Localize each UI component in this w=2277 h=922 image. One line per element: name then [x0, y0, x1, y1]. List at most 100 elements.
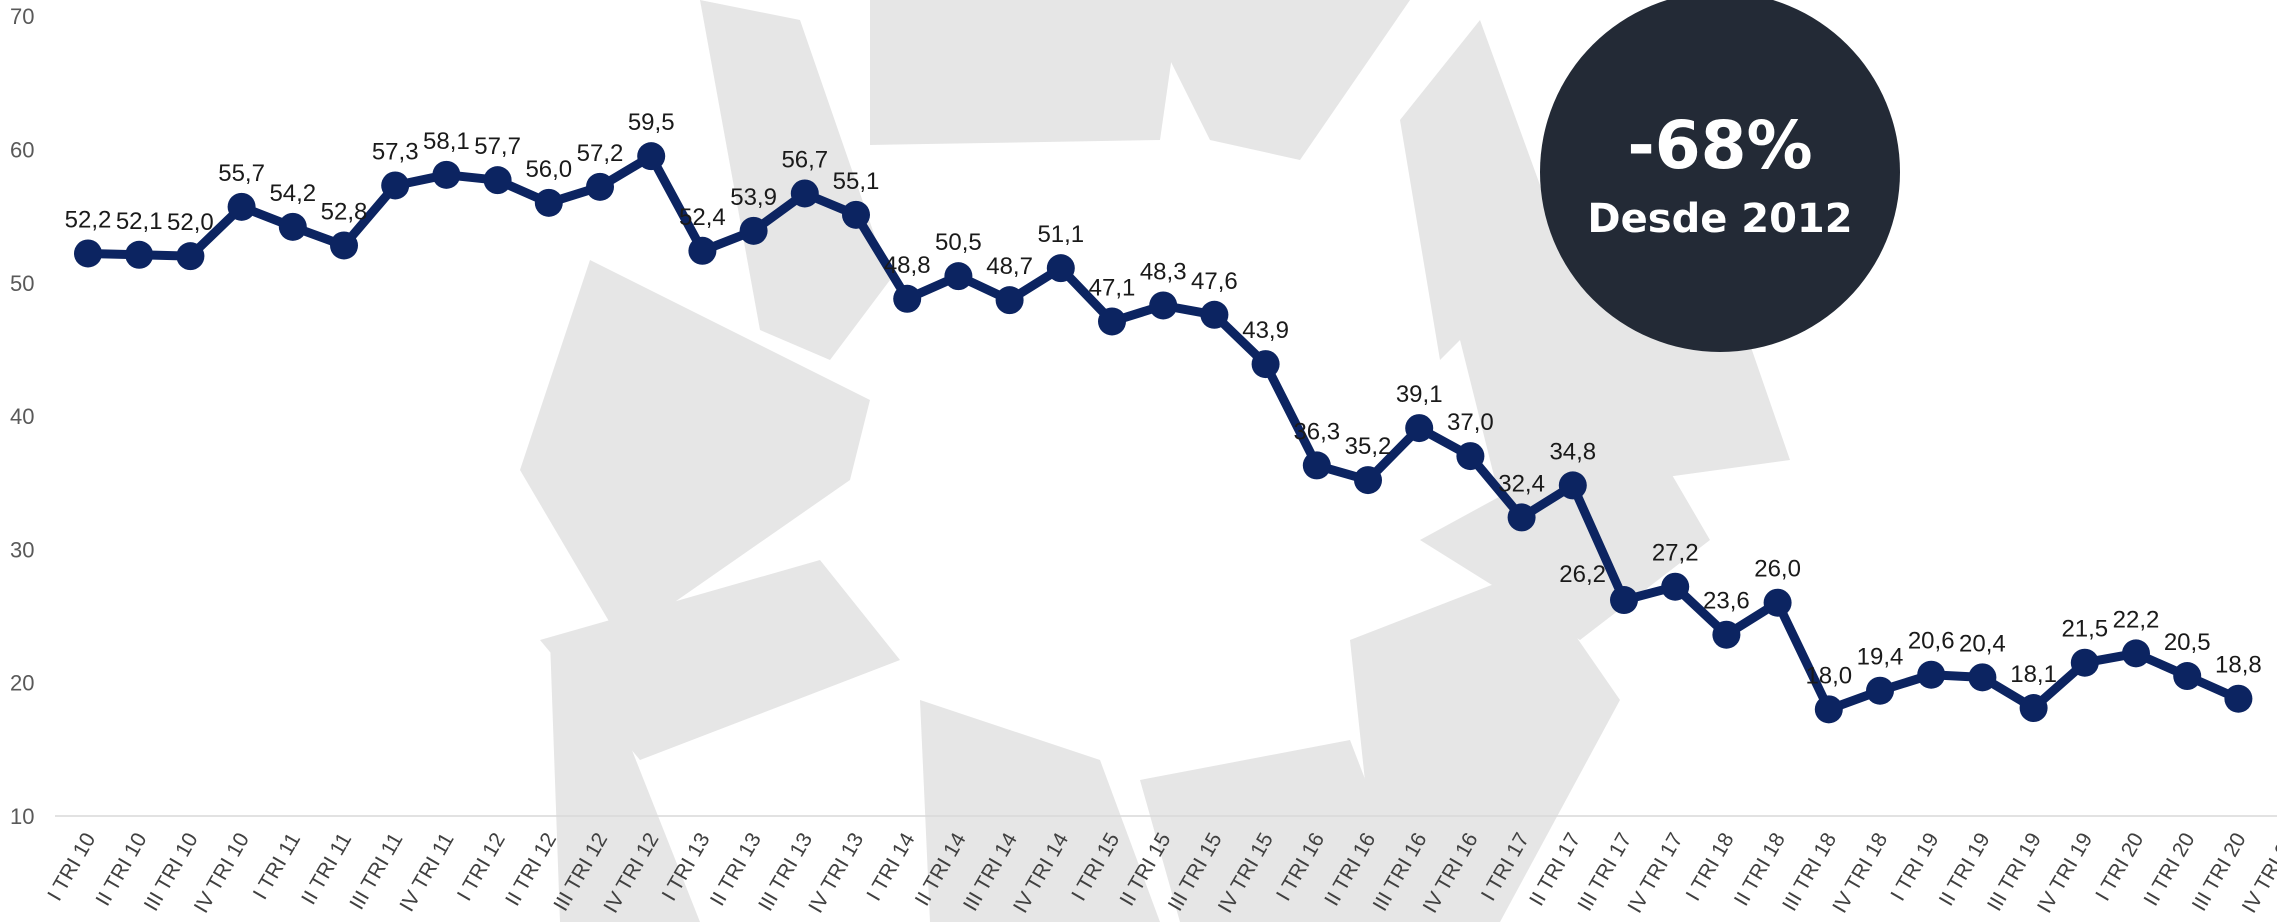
data-label: 19,4: [1857, 644, 1904, 671]
change-badge: -68% Desde 2012: [1540, 0, 1900, 352]
data-label: 26,0: [1754, 556, 1801, 583]
data-point: [432, 160, 461, 189]
data-point: [1098, 307, 1126, 336]
data-point: [893, 284, 922, 313]
data-point: [1302, 451, 1331, 480]
data-label: 58,1: [423, 128, 470, 155]
data-point: [176, 242, 205, 271]
data-point: [1354, 466, 1382, 495]
data-point: [1661, 572, 1690, 601]
data-point: [1149, 291, 1178, 320]
data-label: 39,1: [1396, 381, 1443, 408]
x-tick-label: I TRI 10: [43, 829, 100, 905]
series-line: [83, 151, 2243, 714]
data-label: 21,5: [2061, 616, 2108, 643]
data-label: 20,4: [1959, 630, 2006, 657]
badge-caption: Desde 2012: [1587, 196, 1852, 242]
data-label: 57,3: [372, 138, 419, 165]
data-label: 52,0: [167, 209, 214, 236]
y-tick-label: 60: [10, 138, 34, 163]
y-axis: 10 20 30 40 50 60 70: [10, 4, 2277, 829]
data-label: 35,2: [1345, 433, 1392, 460]
data-label: 48,8: [884, 252, 931, 279]
data-point: [1558, 471, 1587, 500]
data-point: [330, 231, 358, 260]
data-label: 20,5: [2164, 629, 2211, 656]
data-label: 34,8: [1549, 438, 1596, 465]
badge-circle: [1540, 0, 1900, 352]
data-point: [790, 179, 819, 208]
data-point: [534, 188, 563, 217]
x-tick-label: I TRI 14: [862, 829, 919, 905]
data-point: [227, 192, 256, 221]
data-label: 23,6: [1703, 588, 1750, 615]
data-label: 57,7: [474, 133, 521, 160]
data-label: 27,2: [1652, 540, 1699, 567]
data-point: [842, 200, 870, 229]
x-tick-label: I TRI 18: [1682, 829, 1739, 905]
data-point: [1866, 676, 1894, 705]
data-point: [2122, 639, 2150, 668]
data-label: 59,5: [628, 109, 675, 136]
data-label: 48,7: [986, 253, 1033, 280]
y-tick-label: 30: [10, 537, 34, 562]
data-label: 57,2: [577, 140, 624, 167]
data-label: 52,1: [116, 208, 163, 235]
data-point: [278, 212, 307, 241]
data-point: [688, 236, 717, 265]
data-label: 55,7: [218, 160, 265, 187]
data-point: [944, 262, 973, 291]
data-point: [739, 216, 768, 245]
y-tick-label: 10: [10, 804, 34, 829]
series-group: [74, 142, 2253, 724]
data-label: 52,4: [679, 204, 726, 231]
data-label: 26,2: [1559, 561, 1606, 588]
data-point: [1251, 350, 1280, 379]
data-label: 51,1: [1037, 221, 1084, 248]
data-label: 37,0: [1447, 409, 1494, 436]
data-point: [1405, 414, 1434, 443]
data-label: 54,2: [269, 180, 316, 207]
data-point: [1200, 300, 1229, 329]
data-point: [995, 286, 1024, 315]
data-point: [1456, 442, 1485, 471]
data-point: [1814, 695, 1843, 724]
y-tick-label: 70: [10, 4, 34, 29]
data-point: [2019, 694, 2048, 723]
data-label: 36,3: [1293, 418, 1340, 445]
data-point: [2224, 684, 2253, 713]
data-point: [1917, 660, 1946, 689]
data-label: 18,1: [2010, 661, 2057, 688]
data-label: 53,9: [730, 184, 777, 211]
x-tick-label: I TRI 11: [249, 829, 305, 904]
data-point: [1046, 254, 1075, 283]
data-point: [1507, 503, 1536, 532]
data-point: [74, 239, 102, 268]
data-point: [483, 166, 512, 195]
data-label: 56,7: [781, 146, 828, 173]
data-label: 48,3: [1140, 258, 1187, 285]
data-point: [2173, 662, 2202, 691]
data-label: 56,0: [525, 156, 572, 183]
data-point: [125, 240, 154, 269]
data-point: [381, 171, 410, 200]
x-tick-label: I TRI 19: [1886, 829, 1943, 905]
data-point: [1763, 588, 1792, 617]
data-point: [2070, 648, 2099, 677]
badge-value: -68%: [1627, 107, 1812, 184]
data-label: 47,1: [1089, 274, 1136, 301]
data-label: 55,1: [833, 168, 880, 195]
data-labels: 52,2 52,1 52,055,754,252,8 57,3 58,1 57,756,0…: [65, 109, 2262, 689]
data-label: 43,9: [1242, 317, 1289, 344]
y-tick-label: 20: [10, 671, 34, 696]
x-tick-label: I TRI 12: [453, 829, 510, 905]
data-label: 50,5: [935, 229, 982, 256]
data-label: 22,2: [2113, 606, 2160, 633]
data-label: 20,6: [1908, 628, 1955, 655]
x-tick-label: I TRI 20: [2091, 829, 2148, 905]
data-label: 32,4: [1498, 470, 1545, 497]
data-point: [1610, 586, 1638, 615]
data-point: [1968, 663, 1997, 692]
